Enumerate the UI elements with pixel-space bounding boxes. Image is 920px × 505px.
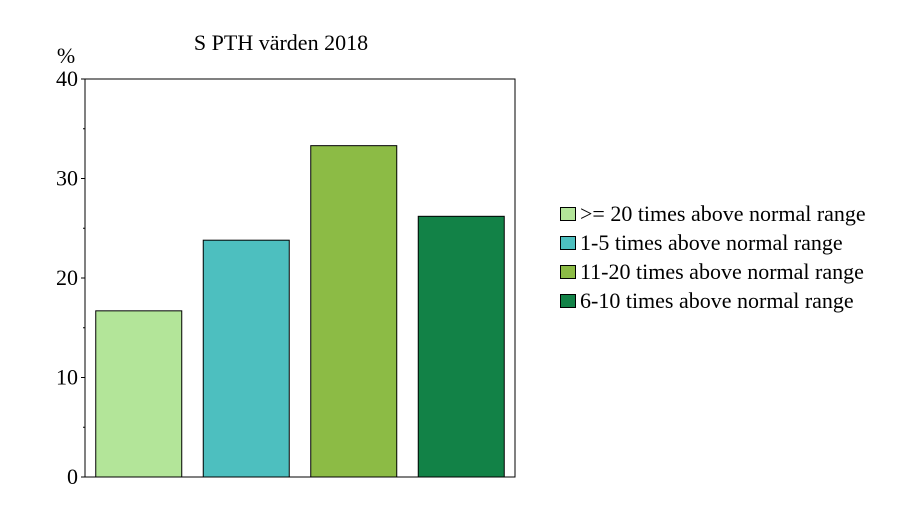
chart-title: S PTH värden 2018 <box>194 30 368 55</box>
y-tick-label: 30 <box>56 166 78 191</box>
legend-label: >= 20 times above normal range <box>580 200 866 226</box>
legend-label: 6-10 times above normal range <box>580 287 854 313</box>
legend-swatch <box>560 293 576 308</box>
bar <box>202 239 290 478</box>
legend-item: 1-5 times above normal range <box>560 228 866 257</box>
legend-swatch <box>560 235 576 250</box>
bars <box>95 145 505 478</box>
bar <box>310 145 398 478</box>
legend-swatch <box>560 264 576 279</box>
legend-item: >= 20 times above normal range <box>560 199 866 228</box>
y-axis-label: % <box>57 43 75 68</box>
y-tick-label: 10 <box>56 365 78 390</box>
legend-label: 11-20 times above normal range <box>580 258 864 284</box>
y-axis-ticks: 0 10 20 30 40 <box>56 66 85 489</box>
y-tick-label: 20 <box>56 265 78 290</box>
legend-swatch <box>560 206 576 221</box>
plot-frame <box>84 78 516 478</box>
bar <box>95 310 183 478</box>
y-tick-label: 40 <box>56 66 78 91</box>
legend-item: 6-10 times above normal range <box>560 286 866 315</box>
legend-label: 1-5 times above normal range <box>580 229 843 255</box>
legend: >= 20 times above normal range 1-5 times … <box>560 199 866 315</box>
y-tick-label: 0 <box>67 464 78 489</box>
bar <box>417 215 505 478</box>
legend-item: 11-20 times above normal range <box>560 257 866 286</box>
